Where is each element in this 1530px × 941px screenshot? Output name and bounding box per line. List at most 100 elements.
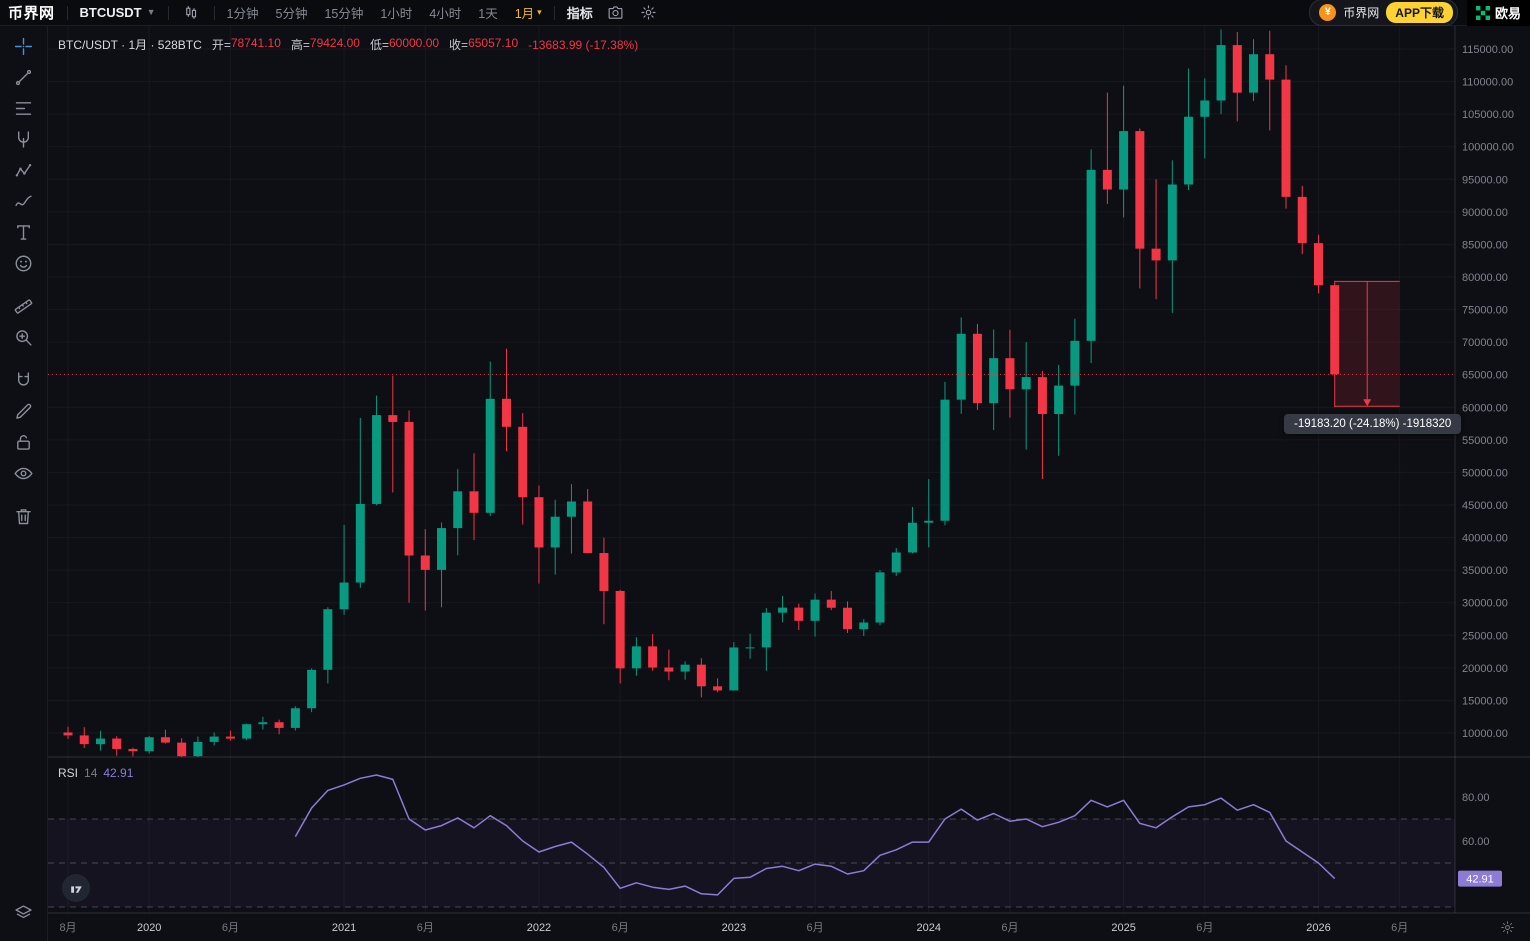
chart-area: 10000.00 15000.00 20000.00 25000.00 30000.00… (48, 26, 1530, 941)
rsi-name[interactable]: RSI (58, 766, 79, 780)
svg-text:2025: 2025 (1111, 922, 1135, 934)
legend-high-label: 高= (290, 38, 310, 52)
svg-text:60000.00: 60000.00 (1462, 402, 1508, 414)
legend-low: 低= 60000.00 (370, 36, 439, 53)
svg-text:85000.00: 85000.00 (1462, 239, 1508, 251)
chart-style-button[interactable] (181, 4, 202, 21)
hide-drawings-tool[interactable] (7, 458, 41, 489)
legend-high: 高= 79424.00 (291, 36, 360, 53)
tradingview-logo[interactable] (62, 874, 90, 902)
rsi-value: 42.91 (103, 766, 134, 780)
svg-text:35000.00: 35000.00 (1462, 565, 1508, 577)
pitchfork-icon (13, 129, 34, 150)
candles-layer (48, 29, 1455, 757)
legend-close: 收= 65057.10 (449, 36, 518, 53)
brush-tool[interactable] (7, 186, 41, 217)
legend-open-label: 开= (211, 38, 231, 52)
remove-drawings-tool[interactable] (7, 501, 41, 532)
grid-lines (48, 26, 1455, 913)
ruler-icon (13, 296, 34, 317)
site-badge[interactable]: ¥ 币界网 APP下载 (1309, 0, 1458, 26)
timeframe-1分钟[interactable]: 1分钟 (226, 7, 259, 21)
timescale-settings-button[interactable] (1500, 920, 1515, 935)
svg-text:2023: 2023 (722, 922, 746, 934)
svg-text:70000.00: 70000.00 (1462, 337, 1508, 349)
measure-tool[interactable] (7, 291, 41, 322)
svg-text:6月: 6月 (806, 922, 823, 934)
trend-line-tool[interactable] (7, 62, 41, 93)
svg-text:105000.00: 105000.00 (1462, 109, 1514, 121)
timeframe-1天[interactable]: 1天 (478, 7, 498, 21)
snapshot-button[interactable] (605, 4, 626, 21)
zoom-in-tool[interactable] (7, 322, 41, 353)
site-badge-label: 币界网 (1343, 6, 1380, 20)
camera-icon (607, 4, 624, 21)
timeframe-1小时[interactable]: 1小时 (380, 7, 413, 21)
legend-open: 开= 78741.10 (212, 36, 281, 53)
legend-title[interactable]: BTC/USDT · 1月 · 528BTC (58, 38, 202, 52)
emoji-icon (13, 253, 34, 274)
indicators-button[interactable]: 指标 (566, 6, 593, 21)
legend-close-value: 65057.10 (468, 36, 519, 50)
svg-text:15000.00: 15000.00 (1462, 695, 1508, 707)
trendline-icon (13, 67, 34, 88)
svg-text:40000.00: 40000.00 (1462, 533, 1508, 545)
symbol-selector[interactable]: BTCUSDT ▼ (80, 5, 156, 20)
timeframe-4小时[interactable]: 4小时 (429, 7, 462, 21)
site-logo[interactable]: 币界网 (8, 5, 55, 22)
svg-text:2020: 2020 (137, 922, 161, 934)
rsi-legend: RSI 14 42.91 (58, 766, 133, 780)
timeframe-5分钟[interactable]: 5分钟 (275, 7, 308, 21)
svg-text:100000.00: 100000.00 (1462, 142, 1514, 154)
price-chart-canvas[interactable]: 10000.00 15000.00 20000.00 25000.00 30000.00… (48, 26, 1530, 941)
legend-open-value: 78741.10 (230, 36, 281, 50)
magnet-icon (13, 370, 34, 391)
svg-text:45000.00: 45000.00 (1462, 500, 1508, 512)
separator (167, 5, 169, 20)
drawing-toolbar (0, 26, 48, 941)
emoji-tool[interactable] (7, 248, 41, 279)
svg-text:6月: 6月 (1196, 922, 1213, 934)
svg-text:90000.00: 90000.00 (1462, 207, 1508, 219)
symbol-label: BTCUSDT (79, 5, 142, 20)
rsi-layer (48, 774, 1455, 908)
svg-text:2024: 2024 (916, 922, 940, 934)
tv-icon (68, 880, 85, 897)
draw-tool[interactable] (7, 396, 41, 427)
legend-low-value: 60000.00 (388, 36, 440, 50)
partner-okx-logo[interactable]: 欧易 (1466, 0, 1530, 26)
pitchfork-tool[interactable] (7, 124, 41, 155)
svg-text:115000.00: 115000.00 (1462, 44, 1513, 56)
pattern-tool[interactable] (7, 155, 41, 186)
timeframe-1月[interactable]: 1月 ▾ (514, 7, 542, 21)
okx-grid-icon (1476, 6, 1490, 20)
svg-text:6月: 6月 (417, 922, 434, 934)
svg-text:65000.00: 65000.00 (1462, 370, 1508, 382)
magnet-tool[interactable] (7, 365, 41, 396)
separator (66, 5, 68, 20)
fib-retracement-tool[interactable] (7, 93, 41, 124)
separator (213, 5, 215, 20)
svg-text:6月: 6月 (1001, 922, 1018, 934)
time-axis-labels: 8月 2020 6月 2021 6月 2022 6月 2023 6月 2024 6月 2025 6月 20… (59, 922, 1408, 934)
svg-text:2021: 2021 (332, 922, 356, 934)
chart-legend: BTC/USDT · 1月 · 528BTC 开= 78741.10 高= 7942… (58, 36, 638, 53)
topbar-right-widgets: ¥ 币界网 APP下载 欧易 (1309, 0, 1530, 26)
crosshair-tool[interactable] (7, 31, 41, 62)
svg-text:6月: 6月 (1391, 922, 1408, 934)
object-tree-tool[interactable] (7, 898, 41, 929)
svg-text:25000.00: 25000.00 (1462, 630, 1508, 642)
timeframe-15分钟[interactable]: 15分钟 (324, 7, 364, 21)
text-tool[interactable] (7, 217, 41, 248)
svg-text:80000.00: 80000.00 (1462, 272, 1508, 284)
brush-icon (13, 191, 34, 212)
chart-settings-button[interactable] (638, 4, 659, 21)
zoom-icon (13, 327, 34, 348)
lock-tool[interactable] (7, 427, 41, 458)
svg-text:6月: 6月 (222, 922, 239, 934)
svg-text:75000.00: 75000.00 (1462, 305, 1508, 317)
legend-low-label: 低= (369, 38, 389, 52)
eye-icon (13, 463, 34, 484)
app-download-button[interactable]: APP下载 (1386, 2, 1453, 23)
svg-text:8月: 8月 (59, 922, 76, 934)
